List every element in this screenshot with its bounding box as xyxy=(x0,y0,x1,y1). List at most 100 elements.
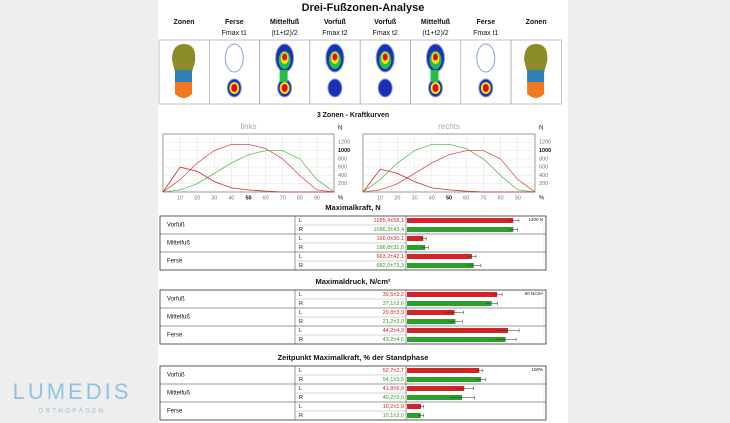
error-bar xyxy=(418,404,424,409)
value-label: 1085,4±58,1 xyxy=(373,218,404,224)
section-title: Zeitpunkt Maximalkraft, % der Standphase xyxy=(278,353,429,362)
side-label: R xyxy=(299,227,303,233)
zone-label: Ferse xyxy=(167,409,183,415)
bar xyxy=(407,236,424,241)
force-curve xyxy=(162,144,335,193)
y-tick-label: 1000 xyxy=(539,148,551,154)
pressure-spot xyxy=(430,70,439,82)
pressure-spot xyxy=(332,53,338,61)
value-label: 43,2±4,6 xyxy=(383,337,404,343)
scale-label: 1400 N xyxy=(528,217,543,222)
bar xyxy=(407,245,426,250)
column-label: Zonen xyxy=(174,19,195,26)
side-label: L xyxy=(299,328,302,334)
side-label: R xyxy=(299,377,303,383)
error-bar xyxy=(449,395,475,400)
error-bar xyxy=(467,254,477,259)
value-label: 37,1±2,6 xyxy=(383,301,404,307)
bar xyxy=(407,301,492,306)
x-tick-label: 20 xyxy=(394,195,400,201)
error-bar xyxy=(507,218,520,223)
side-label: L xyxy=(299,292,302,298)
value-label: 682,0±73,3 xyxy=(377,263,405,269)
zone-label: Mittelfuß xyxy=(167,241,190,247)
error-bar xyxy=(496,328,520,333)
section-title: 3 Zonen - Kraftkurven xyxy=(317,112,389,119)
x-tick-label: 30 xyxy=(412,195,418,201)
zone-label: Vorfuß xyxy=(167,297,185,303)
y-tick-label: 1200 xyxy=(539,140,551,146)
error-bar xyxy=(448,319,463,324)
chart-title: rechts xyxy=(438,122,460,131)
zone-heel xyxy=(175,82,192,98)
side-label: L xyxy=(299,218,302,224)
error-bar xyxy=(422,245,429,250)
column-label: Ferse xyxy=(476,19,495,26)
zone-midfoot xyxy=(527,70,545,82)
section-title: Maximalkraft, N xyxy=(325,203,380,212)
bar xyxy=(407,254,472,259)
error-bar xyxy=(509,227,518,232)
error-bar xyxy=(492,292,503,297)
side-label: L xyxy=(299,310,302,316)
column-sub: Fmax t1 xyxy=(222,30,247,37)
zone-forefoot xyxy=(524,44,548,72)
zone-label: Vorfuß xyxy=(167,223,185,229)
error-bar xyxy=(476,377,487,382)
foot-outline xyxy=(377,78,393,98)
bar xyxy=(407,368,480,373)
side-label: L xyxy=(299,236,302,242)
y-tick-label: 1000 xyxy=(338,148,350,154)
bar xyxy=(407,395,463,400)
table-frame xyxy=(159,365,547,421)
side-label: R xyxy=(299,413,303,419)
zone-heel xyxy=(527,82,545,98)
error-bar xyxy=(418,413,424,418)
y-tick-label: 800 xyxy=(539,156,548,162)
pressure-spot xyxy=(281,84,288,92)
x-axis-label: % xyxy=(539,196,545,202)
foot-outline xyxy=(327,78,343,98)
y-tick-label: 200 xyxy=(338,181,347,187)
y-axis-label: N xyxy=(338,126,342,132)
column-sub: (t1+t2)/2 xyxy=(271,30,297,37)
column-sub: Fmax t1 xyxy=(473,30,498,37)
error-bar xyxy=(454,386,474,391)
bar xyxy=(407,386,465,391)
column-sub: Fmax t2 xyxy=(322,30,347,37)
x-tick-label: 40 xyxy=(429,195,435,201)
error-bar xyxy=(445,310,464,315)
value-label: 41,8±6,9 xyxy=(383,386,404,392)
x-tick-label: 20 xyxy=(194,195,200,201)
force-curve xyxy=(162,150,335,193)
value-label: 54,1±3,5 xyxy=(383,377,404,383)
bar xyxy=(407,310,455,315)
value-label: 39,5±2,2 xyxy=(383,292,404,298)
error-bar xyxy=(420,236,427,241)
y-tick-label: 200 xyxy=(539,181,548,187)
logo-name: LUMEDIS xyxy=(13,379,132,404)
column-label: Mittelfuß xyxy=(421,19,451,26)
value-label: 186,8±31,8 xyxy=(377,245,405,251)
value-label: 21,2±3,0 xyxy=(383,319,404,325)
y-axis-label: N xyxy=(539,126,543,132)
section-title: Maximaldruck, N/cm² xyxy=(315,277,391,286)
bar xyxy=(407,337,506,342)
side-label: R xyxy=(299,245,303,251)
value-label: 1086,3±43,4 xyxy=(373,227,404,233)
x-tick-label: 40 xyxy=(228,195,234,201)
pressure-spot xyxy=(231,84,238,92)
error-bar xyxy=(475,368,484,373)
bar xyxy=(407,263,474,268)
x-tick-label: 60 xyxy=(463,195,469,201)
logo-sub: ORTHOPÄDEN xyxy=(38,408,105,415)
table-frame xyxy=(159,215,547,271)
zone-forefoot xyxy=(172,44,196,72)
x-tick-label: 30 xyxy=(211,195,217,201)
column-label: Zonen xyxy=(526,19,547,26)
side-label: R xyxy=(299,319,303,325)
chart-title: links xyxy=(240,122,256,131)
zone-label: Mittelfuß xyxy=(167,315,190,321)
y-tick-label: 400 xyxy=(338,173,347,179)
